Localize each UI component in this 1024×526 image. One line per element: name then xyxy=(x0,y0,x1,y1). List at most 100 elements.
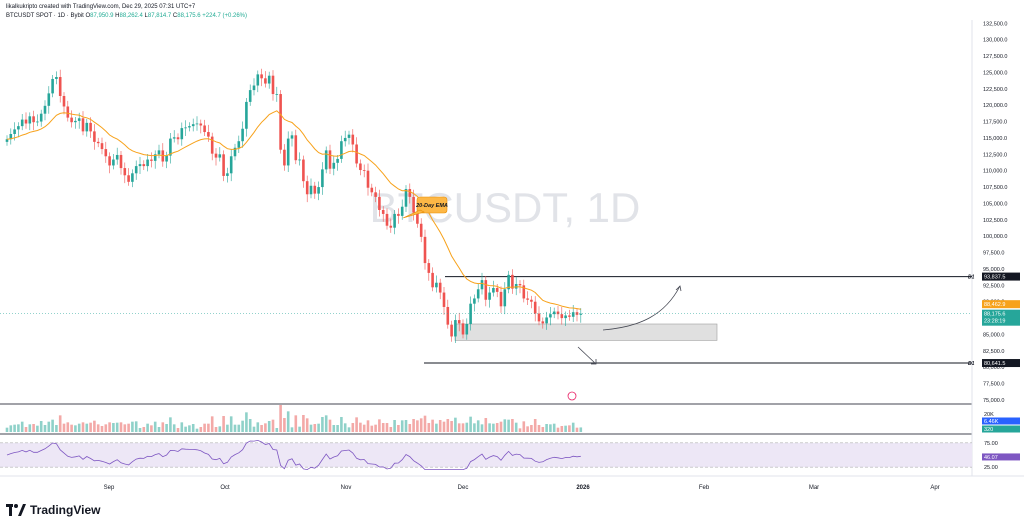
volume-bar xyxy=(24,427,28,432)
volume-bar xyxy=(450,421,453,432)
candle-body xyxy=(564,315,567,319)
volume-bar xyxy=(89,422,92,432)
candle-body xyxy=(222,154,225,176)
volume-bar xyxy=(408,424,412,432)
candle-body xyxy=(328,150,332,169)
candle-body xyxy=(446,306,450,325)
candle-body xyxy=(393,213,396,228)
candle-body xyxy=(172,137,176,139)
volume-bar xyxy=(127,423,130,432)
candle-body xyxy=(28,116,32,124)
volume-bar xyxy=(397,425,400,432)
volume-bar xyxy=(66,422,70,432)
symbol-legend[interactable]: BTCUSDT SPOT · 1D · Bybit O87,950.9 H88,… xyxy=(6,12,247,20)
candle-body xyxy=(343,137,347,142)
volume-bar xyxy=(142,427,146,432)
volume-bar xyxy=(222,416,225,432)
volume-bar xyxy=(492,423,495,432)
time-tick-label: Oct xyxy=(220,485,230,491)
candle-body xyxy=(248,90,252,102)
candle-body xyxy=(100,143,104,150)
volume-bar xyxy=(100,426,104,432)
volume-bar xyxy=(507,419,510,432)
candle-body xyxy=(142,164,146,167)
volume-bar xyxy=(199,427,203,432)
candle-body xyxy=(484,280,488,300)
price-chart[interactable]: BTCUSDT, 1D132,500.0130,000.0127,500.012… xyxy=(0,0,1024,500)
volume-bar xyxy=(552,423,556,432)
volume-bar xyxy=(39,421,43,432)
candle-body xyxy=(20,119,24,127)
candle-body xyxy=(252,85,256,91)
bullish-projection-arrow xyxy=(602,285,681,331)
volume-bar xyxy=(389,427,393,432)
price-tick-label: 80,000.0 xyxy=(983,365,1004,371)
volume-bar xyxy=(457,423,461,432)
candle-body xyxy=(195,123,199,125)
candle-body xyxy=(389,225,393,228)
candle-body xyxy=(355,144,358,164)
volume-bar xyxy=(138,428,142,432)
candle-body xyxy=(442,292,446,307)
volume-bar xyxy=(476,420,480,432)
volume-bar xyxy=(256,422,260,432)
volume-bar xyxy=(229,416,233,432)
volume-bar xyxy=(150,425,153,432)
volume-bar xyxy=(568,425,571,432)
candle-body xyxy=(359,163,362,171)
candle-body xyxy=(469,303,472,324)
volume-bar xyxy=(290,427,294,432)
volume-bar xyxy=(533,419,537,432)
volume-bar xyxy=(579,427,583,432)
volume-bar xyxy=(286,411,290,432)
candle-body xyxy=(321,169,324,188)
volume-bar xyxy=(17,424,20,432)
volume-bar xyxy=(241,420,244,432)
arrow-head xyxy=(675,285,682,292)
close-label: C xyxy=(172,13,178,19)
candle-body xyxy=(378,196,381,210)
volume-bar xyxy=(203,423,206,432)
volume-bar xyxy=(104,424,108,432)
ema-callout-label: 20-Day EMA xyxy=(415,203,448,209)
candle-body xyxy=(165,155,168,162)
volume-bar xyxy=(526,426,529,432)
candle-body xyxy=(267,75,271,84)
candle-body xyxy=(313,185,317,194)
candle-body xyxy=(260,74,263,79)
tradingview-wordmark: TradingView xyxy=(30,503,101,517)
volume-bar xyxy=(313,424,317,432)
volume-bar xyxy=(108,422,111,432)
volume-bar xyxy=(575,427,579,432)
candle-body xyxy=(32,116,35,123)
volume-bar xyxy=(62,423,66,432)
volume-bar xyxy=(446,419,450,432)
candle-body xyxy=(385,213,389,226)
volume-bar xyxy=(169,417,172,432)
volume-bar xyxy=(328,419,332,432)
volume-bar xyxy=(294,415,298,432)
candle-body xyxy=(324,150,328,170)
candle-body xyxy=(499,291,503,307)
candle-body xyxy=(180,128,184,140)
volume-bar xyxy=(321,417,324,432)
volume-bar xyxy=(419,418,423,432)
low-label: L xyxy=(144,13,148,19)
candle-body xyxy=(454,320,457,337)
last-price-label-bg xyxy=(982,309,1020,326)
volume-bar xyxy=(5,427,9,432)
candle-body xyxy=(294,135,298,161)
volume-bar xyxy=(351,423,355,432)
time-tick-label: Sep xyxy=(104,485,115,491)
volume-bar xyxy=(359,422,362,432)
volume-bar xyxy=(43,425,47,432)
volume-axis-label: 20K xyxy=(984,412,994,418)
candle-body xyxy=(400,206,404,216)
volume-bar xyxy=(427,423,431,432)
volume-bar xyxy=(564,425,567,432)
volume-bar xyxy=(180,422,184,432)
candle-body xyxy=(423,236,427,264)
candle-body xyxy=(381,210,385,214)
candle-body xyxy=(568,315,571,317)
volume-bar xyxy=(469,416,472,432)
